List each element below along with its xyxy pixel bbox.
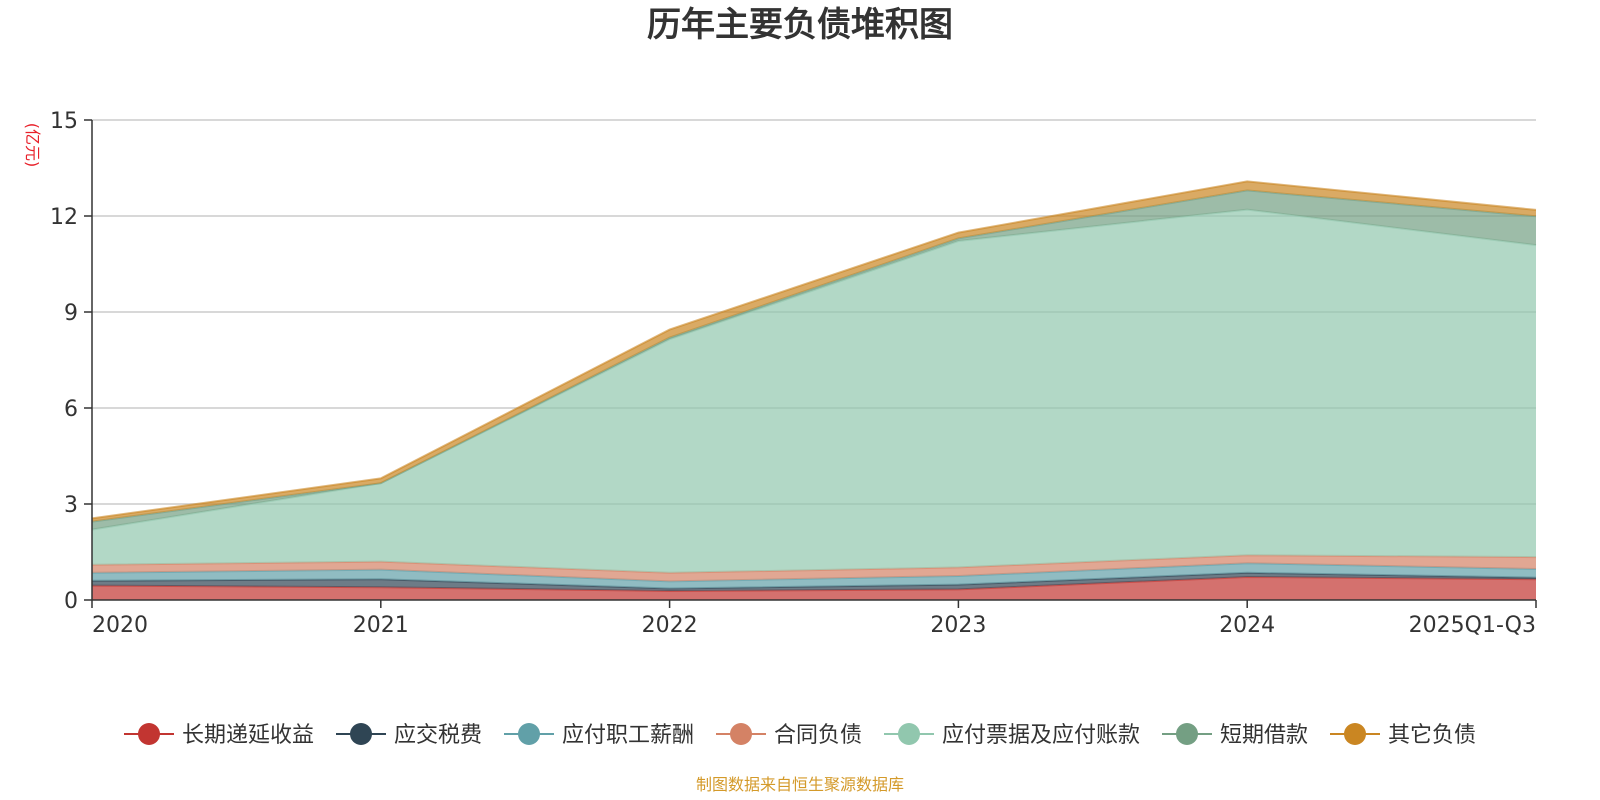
legend-circle-icon bbox=[1176, 723, 1198, 745]
area-0 bbox=[92, 577, 1536, 600]
legend: 长期递延收益 应交税费 应付职工薪酬 合同负债 应付票据及应付账款 短期借款 其它负债 bbox=[124, 723, 1476, 748]
legend-item-2[interactable]: 应付职工薪酬 bbox=[504, 723, 694, 748]
legend-item-0[interactable]: 长期递延收益 bbox=[124, 723, 314, 748]
y-unit-label: (亿元) bbox=[23, 123, 42, 168]
area-1 bbox=[92, 572, 1536, 591]
legend-item-5[interactable]: 短期借款 bbox=[1162, 723, 1308, 748]
legend-circle-icon bbox=[350, 723, 372, 745]
legend-circle-icon bbox=[730, 723, 752, 745]
area-3 bbox=[92, 555, 1536, 582]
legend-label: 短期借款 bbox=[1220, 723, 1308, 748]
legend-label: 长期递延收益 bbox=[182, 723, 314, 748]
y-tick-label: 6 bbox=[64, 397, 78, 422]
x-tick-label: 2023 bbox=[930, 613, 986, 638]
x-tick-label: 2020 bbox=[92, 613, 148, 638]
area-series bbox=[91, 180, 1537, 600]
legend-label: 应付职工薪酬 bbox=[562, 723, 694, 748]
legend-circle-icon bbox=[138, 723, 160, 745]
y-tick-label: 0 bbox=[64, 589, 78, 614]
legend-circle-icon bbox=[1344, 723, 1366, 745]
legend-circle-icon bbox=[518, 723, 540, 745]
legend-label: 其它负债 bbox=[1388, 723, 1476, 748]
chart-title: 历年主要负债堆积图 bbox=[647, 5, 953, 45]
area-4 bbox=[92, 209, 1536, 573]
y-tick-label: 3 bbox=[64, 493, 78, 518]
x-tick-label: 2024 bbox=[1219, 613, 1275, 638]
area-line-6 bbox=[91, 180, 1537, 520]
legend-circle-icon bbox=[898, 723, 920, 745]
legend-label: 应付票据及应付账款 bbox=[942, 723, 1140, 748]
x-tick-label: 2021 bbox=[353, 613, 409, 638]
legend-label: 应交税费 bbox=[394, 723, 482, 748]
axes: 0 3 6 9 12 15 2020 2021 2022 2023 2024 2025Q1-Q3 bbox=[50, 109, 1537, 638]
y-tick-label: 9 bbox=[64, 301, 78, 326]
x-tick-label: 2022 bbox=[642, 613, 698, 638]
legend-item-4[interactable]: 应付票据及应付账款 bbox=[884, 723, 1140, 748]
legend-item-6[interactable]: 其它负债 bbox=[1330, 723, 1476, 748]
area-5 bbox=[92, 190, 1536, 530]
y-tick-label: 15 bbox=[50, 109, 78, 134]
legend-item-3[interactable]: 合同负债 bbox=[716, 723, 862, 748]
y-tick-label: 12 bbox=[50, 205, 78, 230]
x-tick-label: 2025Q1-Q3 bbox=[1409, 613, 1536, 638]
source-note: 制图数据来自恒生聚源数据库 bbox=[696, 775, 904, 794]
legend-item-1[interactable]: 应交税费 bbox=[336, 723, 482, 748]
legend-label: 合同负债 bbox=[774, 723, 862, 748]
area-2 bbox=[92, 563, 1536, 589]
